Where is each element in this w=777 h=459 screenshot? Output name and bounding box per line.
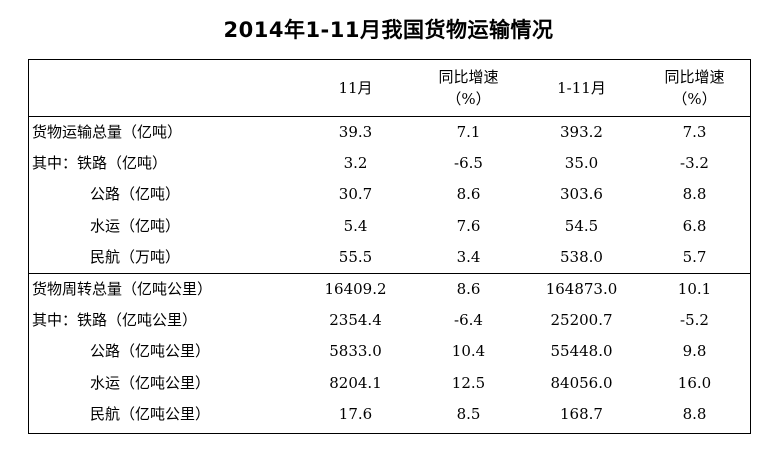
- cell-nov-value: 2354.4: [329, 311, 382, 330]
- cell-jan-nov-yoy: 9.8: [682, 342, 707, 361]
- row-label: 货物运输总量（亿吨）: [32, 123, 183, 141]
- cell-nov-value: 30.7: [338, 185, 373, 204]
- table-row: 水运（亿吨） 5.4 7.6 54.5 6.8: [28, 211, 751, 242]
- cell-nov-yoy: 12.5: [451, 373, 486, 392]
- row-label: 水运（亿吨）: [90, 216, 181, 235]
- cell-jan-nov-value: 168.7: [560, 404, 603, 423]
- cell-jan-nov-value: 84056.0: [550, 373, 613, 392]
- cell-jan-nov-value: 538.0: [560, 247, 603, 266]
- table-row: 其中：铁路（亿吨） 3.2 -6.5 35.0 -3.2: [28, 148, 751, 179]
- cell-nov-yoy: -6.5: [454, 154, 483, 173]
- table-row: 民航（万吨） 55.5 3.4 538.0 5.7: [28, 242, 751, 274]
- table-row: 公路（亿吨） 30.7 8.6 303.6 8.8: [28, 179, 751, 210]
- header-cell-label: [28, 59, 299, 117]
- row-label: 货物周转总量（亿吨公里）: [28, 273, 299, 306]
- cell-nov-value: 16409.2: [299, 273, 412, 306]
- table-body: 货物运输总量（亿吨） 39.3 7.1 393.2 7.3 其中：铁路（亿吨） 3.2 -6.…: [28, 117, 751, 431]
- cell-nov-yoy: 7.6: [456, 216, 481, 235]
- cell-jan-nov-value: 393.2: [560, 123, 603, 141]
- header-cell-nov-yoy: 同比增速 （%）: [412, 59, 525, 117]
- cell-jan-nov-yoy: -3.2: [680, 154, 709, 173]
- cell-jan-nov-value: 55448.0: [550, 342, 613, 361]
- row-label: 公路（亿吨）: [90, 185, 181, 204]
- row-label: 公路（亿吨公里）: [90, 342, 211, 361]
- cell-nov-yoy: 8.6: [456, 185, 481, 204]
- table-row: 公路（亿吨公里） 5833.0 10.4 55448.0 9.8: [28, 336, 751, 367]
- cell-nov-yoy: 8.6: [412, 273, 525, 306]
- cell-nov-yoy: 8.5: [456, 404, 481, 423]
- cell-jan-nov-yoy: 5.7: [682, 247, 707, 266]
- cell-jan-nov-yoy: -5.2: [680, 311, 709, 330]
- cell-nov-value: 8204.1: [329, 373, 382, 392]
- table-row: 水运（亿吨公里） 8204.1 12.5 84056.0 16.0: [28, 368, 751, 399]
- cell-nov-value: 17.6: [338, 404, 373, 423]
- cell-nov-value: 5833.0: [329, 342, 382, 361]
- freight-table: 11月 同比增速 （%） 1-11月 同比增速 （%） 货物运输总量（亿吨） 39.3…: [28, 59, 751, 430]
- row-label: 其中：铁路（亿吨）: [32, 154, 168, 173]
- table-row: 其中：铁路（亿吨公里） 2354.4 -6.4 25200.7 -5.2: [28, 305, 751, 336]
- cell-jan-nov-value: 54.5: [564, 216, 599, 235]
- row-label: 民航（万吨）: [90, 247, 181, 266]
- cell-jan-nov-value: 35.0: [564, 154, 599, 173]
- cell-nov-value: 39.3: [338, 123, 373, 141]
- cell-jan-nov-yoy: 16.0: [677, 373, 712, 392]
- table-header-row: 11月 同比增速 （%） 1-11月 同比增速 （%）: [28, 59, 751, 117]
- cell-jan-nov-yoy: 7.3: [682, 123, 707, 141]
- cell-jan-nov-value: 164873.0: [525, 273, 638, 306]
- table-row: 民航（亿吨公里） 17.6 8.5 168.7 8.8: [28, 399, 751, 430]
- cell-nov-yoy: 3.4: [456, 247, 481, 266]
- table-row: 货物周转总量（亿吨公里） 16409.2 8.6 164873.0 10.1: [28, 273, 751, 306]
- cell-nov-yoy: 10.4: [451, 342, 486, 361]
- row-label: 其中：铁路（亿吨公里）: [32, 311, 198, 330]
- cell-jan-nov-yoy: 8.8: [682, 185, 707, 204]
- cell-jan-nov-yoy: 10.1: [638, 273, 751, 306]
- cell-nov-value: 5.4: [343, 216, 368, 235]
- header-cell-nov: 11月: [299, 59, 412, 117]
- row-label: 水运（亿吨公里）: [90, 373, 211, 392]
- cell-jan-nov-yoy: 6.8: [682, 216, 707, 235]
- cell-jan-nov-value: 25200.7: [550, 311, 613, 330]
- cell-nov-value: 55.5: [338, 247, 373, 266]
- row-label: 民航（亿吨公里）: [90, 404, 211, 423]
- cell-nov-yoy: -6.4: [454, 311, 483, 330]
- cell-jan-nov-value: 303.6: [560, 185, 603, 204]
- header-cell-jan-nov: 1-11月: [525, 59, 638, 117]
- page-title: 2014年1-11月我国货物运输情况: [223, 18, 554, 42]
- cell-jan-nov-yoy: 8.8: [682, 404, 707, 423]
- cell-nov-yoy: 7.1: [456, 123, 481, 141]
- header-cell-jan-nov-yoy: 同比增速 （%）: [638, 59, 751, 117]
- table-row: 货物运输总量（亿吨） 39.3 7.1 393.2 7.3: [28, 117, 751, 149]
- cell-nov-value: 3.2: [343, 154, 368, 173]
